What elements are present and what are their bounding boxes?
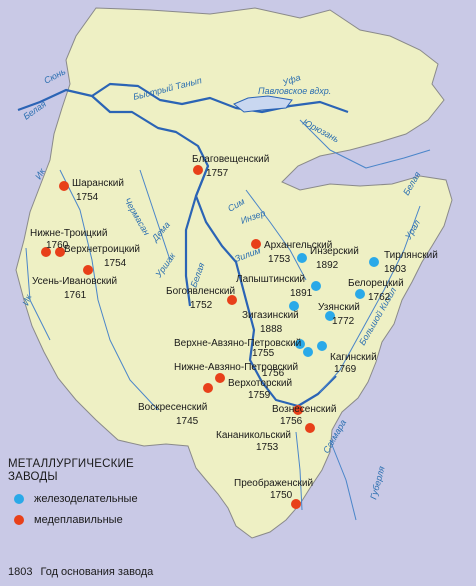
plant-marker[interactable] [83,265,93,275]
plant-name: Преображенский [234,477,313,489]
reservoir [233,95,293,113]
plant-year: 1772 [332,316,355,327]
river-label: Губерля [368,465,386,501]
plant-name: Инзерский [310,246,359,257]
plant-name: Лапыштинский [236,274,305,285]
plant-year: 1752 [190,300,213,311]
plant-name: Воскресенский [138,402,207,413]
plant-year: 1754 [104,258,127,269]
plant-name: Шаранский [72,178,124,189]
plant-marker[interactable] [251,239,261,249]
legend-iron-row: железоделательные [8,493,208,505]
plant-name: Богоявленский [166,286,235,297]
legend-copper-row: медеплавильные [8,514,208,526]
plant-marker[interactable] [325,311,335,321]
plant-markers [41,165,379,509]
plant-name: Узянский [318,302,360,313]
plant-year: 1760 [46,240,69,251]
plant-marker[interactable] [303,347,313,357]
plant-marker[interactable] [215,373,225,383]
plant-year: 1803 [384,264,407,275]
minor-rivers [25,119,431,521]
plant-marker[interactable] [203,383,213,393]
copper-dot-icon [14,515,24,525]
plant-name: Благовещенский [192,154,269,165]
plant-name: Верхне-Авзяно-Петровский [174,338,301,349]
legend-title-line1: МЕТАЛЛУРГИЧЕСКИЕ [8,458,134,470]
plant-year: 1761 [64,290,87,301]
plant-marker[interactable] [293,405,303,415]
plant-marker[interactable] [305,423,315,433]
legend: МЕТАЛЛУРГИЧЕСКИЕ ЗАВОДЫ железоделательны… [8,458,208,526]
legend-year-label: Год основания завода [40,566,154,578]
river-label: Сюнь [42,66,67,86]
plant-marker[interactable] [297,253,307,263]
plant-name: Верхоторский [228,378,292,389]
plant-name: Верхнетроицкий [64,244,140,255]
region-shape [15,7,453,539]
plant-marker[interactable] [291,499,301,509]
plant-year: 1745 [176,416,199,427]
plant-name: Усень-Ивановский [32,276,117,287]
plant-marker[interactable] [55,247,65,257]
plant-name: Зигазинский [242,310,299,321]
plant-marker[interactable] [355,289,365,299]
plant-marker[interactable] [41,247,51,257]
plant-year: 1754 [76,192,99,203]
plant-year: 1891 [290,288,313,299]
plant-year: 1757 [206,168,229,179]
plant-marker[interactable] [193,165,203,175]
river-network [17,82,349,408]
river-label: Ик [20,293,33,307]
plant-year: 1755 [252,348,275,359]
plant-year: 1769 [334,364,357,375]
plant-marker[interactable] [289,301,299,311]
plant-name: Нижне-Троицкий [30,228,107,239]
plant-marker[interactable] [311,281,321,291]
plant-name: Тирлянский [384,250,438,261]
legend-title: МЕТАЛЛУРГИЧЕСКИЕ ЗАВОДЫ [8,458,208,484]
plant-marker[interactable] [227,295,237,305]
plant-year: 1750 [270,490,293,501]
river-label: Павловское вдхр. [258,86,331,96]
plant-name: Кагинский [330,352,377,363]
plant-marker[interactable] [295,339,305,349]
plant-name: Нижне-Авзяно-Петровский [174,362,298,373]
plant-year: 1892 [316,260,339,271]
legend-iron-label: железоделательные [34,493,138,505]
plant-year: 1753 [256,442,279,453]
river-label: Белая [21,99,48,122]
plant-year: 1762 [368,292,391,303]
legend-year-sample: 1803 [8,566,33,578]
plant-marker[interactable] [317,341,327,351]
iron-dot-icon [14,494,24,504]
legend-year-note: 1803 Год основания завода [8,566,153,578]
plant-labels: Благовещенский 1757 Шаранский 1754 Нижне… [30,154,438,501]
plant-name: Кананикольский [216,430,291,441]
plant-year: 1888 [260,324,283,335]
plant-marker[interactable] [369,257,379,267]
legend-title-line2: ЗАВОДЫ [8,471,58,483]
plant-year: 1756 [262,368,285,379]
plant-name: Вознесенский [272,404,336,415]
plant-name: Архангельский [264,240,332,251]
plant-year: 1756 [280,416,303,427]
plant-year: 1759 [248,390,271,401]
plant-name: Белорецкий [348,278,404,289]
legend-copper-label: медеплавильные [34,514,123,526]
plant-year: 1753 [268,254,291,265]
plant-marker[interactable] [59,181,69,191]
